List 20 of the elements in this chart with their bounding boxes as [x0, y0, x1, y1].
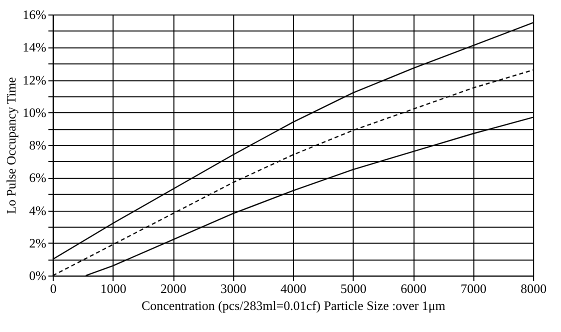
y-tick-label: 4% [29, 202, 47, 218]
x-tick-label: 8000 [520, 281, 547, 296]
y-tick-label: 6% [29, 170, 47, 186]
x-tick-label: 4000 [280, 281, 306, 296]
y-tick-label: 16% [22, 7, 47, 22]
y-axis-title: Lo Pulse Occupancy Time [4, 76, 19, 214]
x-tick-label: 1000 [100, 281, 126, 296]
y-tick-label: 12% [22, 72, 47, 88]
x-tick-label: 5000 [340, 281, 366, 296]
x-tick-label: 2000 [160, 281, 186, 296]
y-tick-label: 8% [29, 138, 47, 153]
y-tick-label: 14% [22, 40, 47, 55]
x-tick-label: 0 [50, 281, 57, 296]
x-tick-label: 7000 [460, 281, 486, 296]
x-tick-label: 6000 [400, 281, 426, 296]
y-tick-label: 0% [29, 268, 47, 284]
y-tick-label: 10% [22, 104, 47, 120]
x-axis-title: Concentration (pcs/283ml=0.01cf) Particle Size :over 1μm [142, 298, 446, 313]
x-tick-label: 3000 [220, 281, 246, 296]
y-tick-label: 2% [29, 235, 47, 250]
